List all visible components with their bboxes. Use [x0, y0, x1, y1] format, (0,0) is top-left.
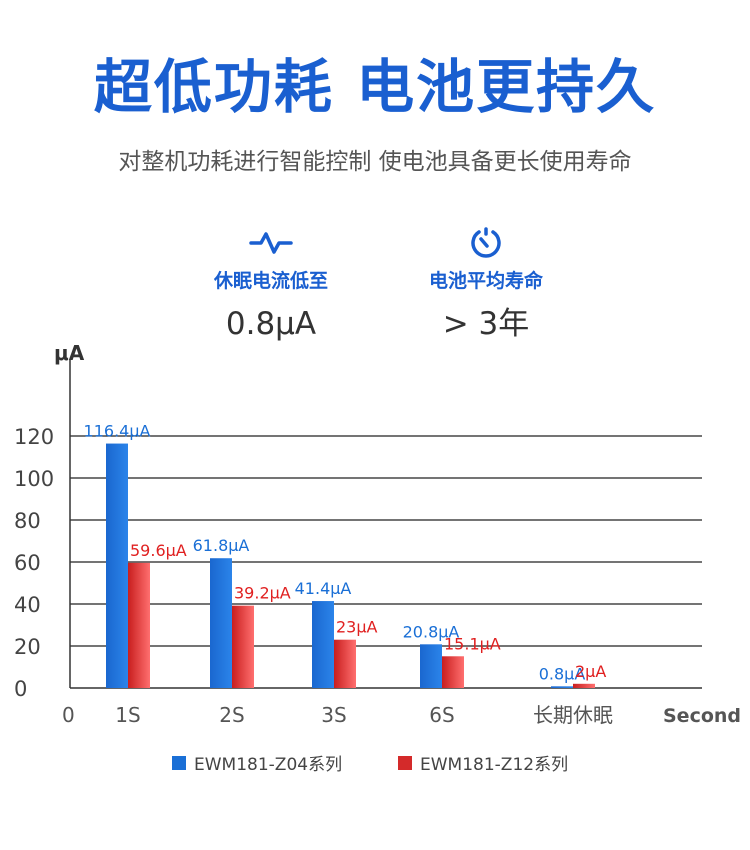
bar-series-2 [573, 683, 595, 688]
bar-series-1 [312, 601, 334, 688]
x-origin-label: 0 [62, 703, 75, 727]
x-tick-label: 1S [115, 703, 140, 727]
timer-icon [386, 226, 586, 260]
y-tick-label: 40 [14, 593, 41, 617]
stat-battery-life: 电池平均寿命 > 3年 [386, 226, 586, 344]
data-label: 20.8μA [403, 622, 460, 641]
data-label: 39.2μA [234, 584, 291, 603]
legend-item-series-2: EWM181-Z12系列 [398, 750, 568, 775]
x-tick-label: 2S [219, 703, 244, 727]
page-title: 超低功耗 电池更持久 [93, 53, 657, 121]
stat-value: > 3年 [442, 306, 530, 342]
data-label: 61.8μA [193, 536, 250, 555]
stat-label: 休眠电流低至 [213, 270, 328, 292]
data-label: 0.8μA [539, 664, 586, 683]
bar-series-2 [128, 562, 150, 688]
bar-series-1 [106, 443, 128, 688]
bar-series-2 [442, 656, 464, 688]
x-tick-label: 3S [321, 703, 346, 727]
bar-series-1 [420, 644, 442, 688]
data-label: 15.1μA [444, 634, 501, 653]
stat-label: 电池平均寿命 [428, 270, 543, 292]
y-tick-label: 80 [14, 509, 41, 533]
y-tick-label: 20 [14, 635, 41, 659]
stat-sleep-current: 休眠电流低至 0.8μA [171, 226, 371, 344]
legend-swatch [172, 755, 186, 770]
stat-value: 0.8μA [225, 306, 317, 342]
pulse-wave-icon [171, 226, 371, 260]
y-tick-label: 120 [14, 425, 54, 449]
data-label: 41.4μA [295, 579, 352, 598]
legend-item-series-1: EWM181-Z04系列 [172, 750, 342, 775]
data-label: 23μA [336, 618, 378, 637]
bar-chart: 0 20 40 60 80 100 120 μA 0 116.4μA 61.8μA 41.4μA 20.… [14, 341, 741, 727]
data-label: 2μA [575, 662, 606, 681]
bar-series-1 [210, 558, 232, 688]
bar-series-2 [334, 639, 356, 688]
x-axis-label: Second [663, 705, 741, 727]
data-label: 59.6μA [130, 541, 187, 560]
y-tick-label: 100 [14, 467, 54, 491]
data-label: 116.4μA [84, 422, 151, 441]
legend-label: EWM181-Z12系列 [420, 755, 569, 775]
legend-swatch [398, 755, 412, 770]
x-tick-label: 6S [429, 703, 454, 727]
y-tick-label: 60 [14, 551, 41, 575]
bar-series-1 [551, 686, 573, 688]
page-subtitle: 对整机功耗进行智能控制 使电池具备更长使用寿命 [118, 149, 632, 175]
x-tick-label: 长期休眠 [533, 703, 613, 727]
y-tick-label: 0 [14, 677, 27, 701]
bar-series-2 [232, 605, 254, 688]
y-axis-label: μA [54, 341, 85, 365]
legend-label: EWM181-Z04系列 [194, 755, 343, 775]
